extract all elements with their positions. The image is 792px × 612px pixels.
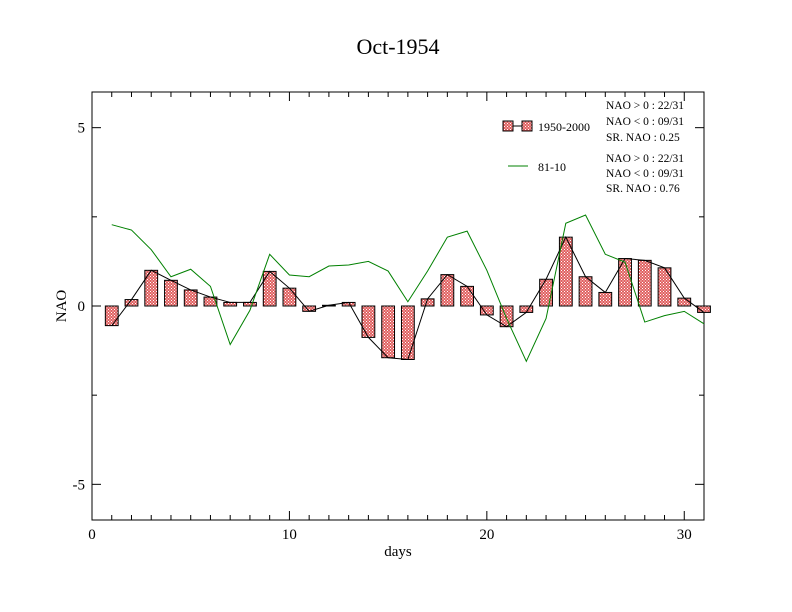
x-tick-label-20: 20 xyxy=(479,527,494,543)
bar-day-14 xyxy=(361,305,376,338)
y-axis-label: NAO xyxy=(54,290,70,323)
bar-day-4 xyxy=(164,279,178,307)
bar-day-1 xyxy=(104,305,119,327)
line-1950-2000 xyxy=(111,236,705,361)
bar-day-20 xyxy=(479,305,494,316)
line-81-10 xyxy=(111,214,705,363)
legend-81-10-label: 81-10 xyxy=(538,160,566,174)
bar-day-25 xyxy=(578,276,593,307)
bar-day-3 xyxy=(144,269,159,307)
bar-day-8 xyxy=(243,301,257,307)
bar-day-23 xyxy=(539,278,553,307)
bars-layer xyxy=(104,236,711,360)
chart-title: Oct-1954 xyxy=(356,34,439,59)
bar-day-7 xyxy=(223,301,238,307)
bar-day-9 xyxy=(262,270,277,307)
bar-day-15 xyxy=(381,305,396,359)
x-tick-label-10: 10 xyxy=(282,527,297,543)
stat-1950-2000-nao-pos: NAO > 0 : 22/31 xyxy=(606,100,684,112)
bar-day-26 xyxy=(598,291,613,307)
stat-1950-2000-nao-neg: NAO < 0 : 09/31 xyxy=(606,116,684,128)
stat-81-10-sr-nao: SR. NAO : 0.76 xyxy=(606,183,680,195)
stat-81-10-nao-neg: NAO < 0 : 09/31 xyxy=(606,168,684,180)
y-tick-label-5: 5 xyxy=(78,121,86,137)
axes-layer: 0 10 20 30 -5 0 5 xyxy=(73,92,705,543)
stats-81-10: NAO > 0 : 22/31 NAO < 0 : 09/31 SR. NAO … xyxy=(606,153,684,195)
legend: 1950-2000 81-10 NAO > 0 : 22/31 NAO < 0 … xyxy=(502,100,684,195)
stats-1950-2000: NAO > 0 : 22/31 NAO < 0 : 09/31 SR. NAO … xyxy=(606,100,684,144)
legend-1950-2000-label: 1950-2000 xyxy=(538,120,590,134)
bar-day-29 xyxy=(657,267,672,307)
x-tick-label-0: 0 xyxy=(88,527,96,543)
legend-entry-1950-2000: 1950-2000 xyxy=(502,120,590,134)
bar-day-10 xyxy=(282,287,297,307)
legend-1950-2000-swatch-left xyxy=(502,120,514,132)
legend-entry-81-10: 81-10 xyxy=(508,160,566,174)
bar-day-28 xyxy=(637,259,652,307)
y-tick-label-0: 0 xyxy=(78,299,86,315)
x-tick-label-30: 30 xyxy=(677,527,692,543)
bar-day-16 xyxy=(400,305,415,360)
y-tick-label--5: -5 xyxy=(73,477,86,493)
bar-day-19 xyxy=(460,285,475,307)
x-axis-label: days xyxy=(384,544,412,560)
stat-81-10-nao-pos: NAO > 0 : 22/31 xyxy=(606,153,684,165)
stat-1950-2000-sr-nao: SR. NAO : 0.25 xyxy=(606,132,680,144)
bar-day-30 xyxy=(677,297,692,307)
bar-day-5 xyxy=(183,289,198,307)
legend-1950-2000-swatch-right xyxy=(521,120,533,132)
bar-day-18 xyxy=(440,274,455,307)
lines-layer xyxy=(111,214,705,363)
